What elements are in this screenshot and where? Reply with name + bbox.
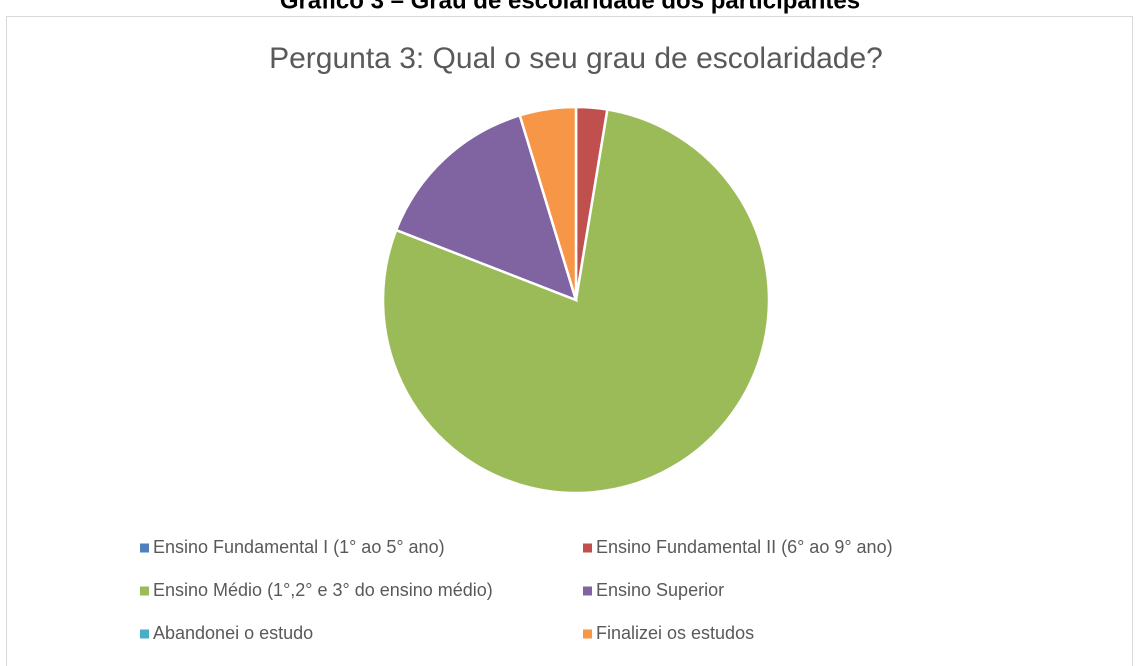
- legend-swatch: [583, 629, 592, 639]
- pie-slice: [394, 113, 578, 303]
- chart-title: Pergunta 3: Qual o seu grau de escolarid…: [269, 42, 883, 75]
- pie-slice: [518, 105, 578, 301]
- legend-swatch: [583, 586, 592, 596]
- legend-label: Abandonei o estudo: [153, 623, 313, 643]
- legend-swatch: [140, 629, 149, 639]
- legend-swatch: [140, 586, 149, 596]
- legend-label: Finalizei os estudos: [596, 623, 754, 643]
- legend-swatch: [583, 543, 592, 553]
- legend-label: Ensino Médio (1°,2° e 3° do ensino médio…: [153, 580, 493, 600]
- legend-swatch: [140, 543, 149, 553]
- legend-label: Ensino Fundamental II (6° ao 9° ano): [596, 537, 893, 557]
- legend-label: Ensino Superior: [596, 580, 724, 600]
- caption: Gráfico 3 – Grau de escolaridade dos par…: [280, 0, 860, 14]
- legend-label: Ensino Fundamental I (1° ao 5° ano): [153, 537, 445, 557]
